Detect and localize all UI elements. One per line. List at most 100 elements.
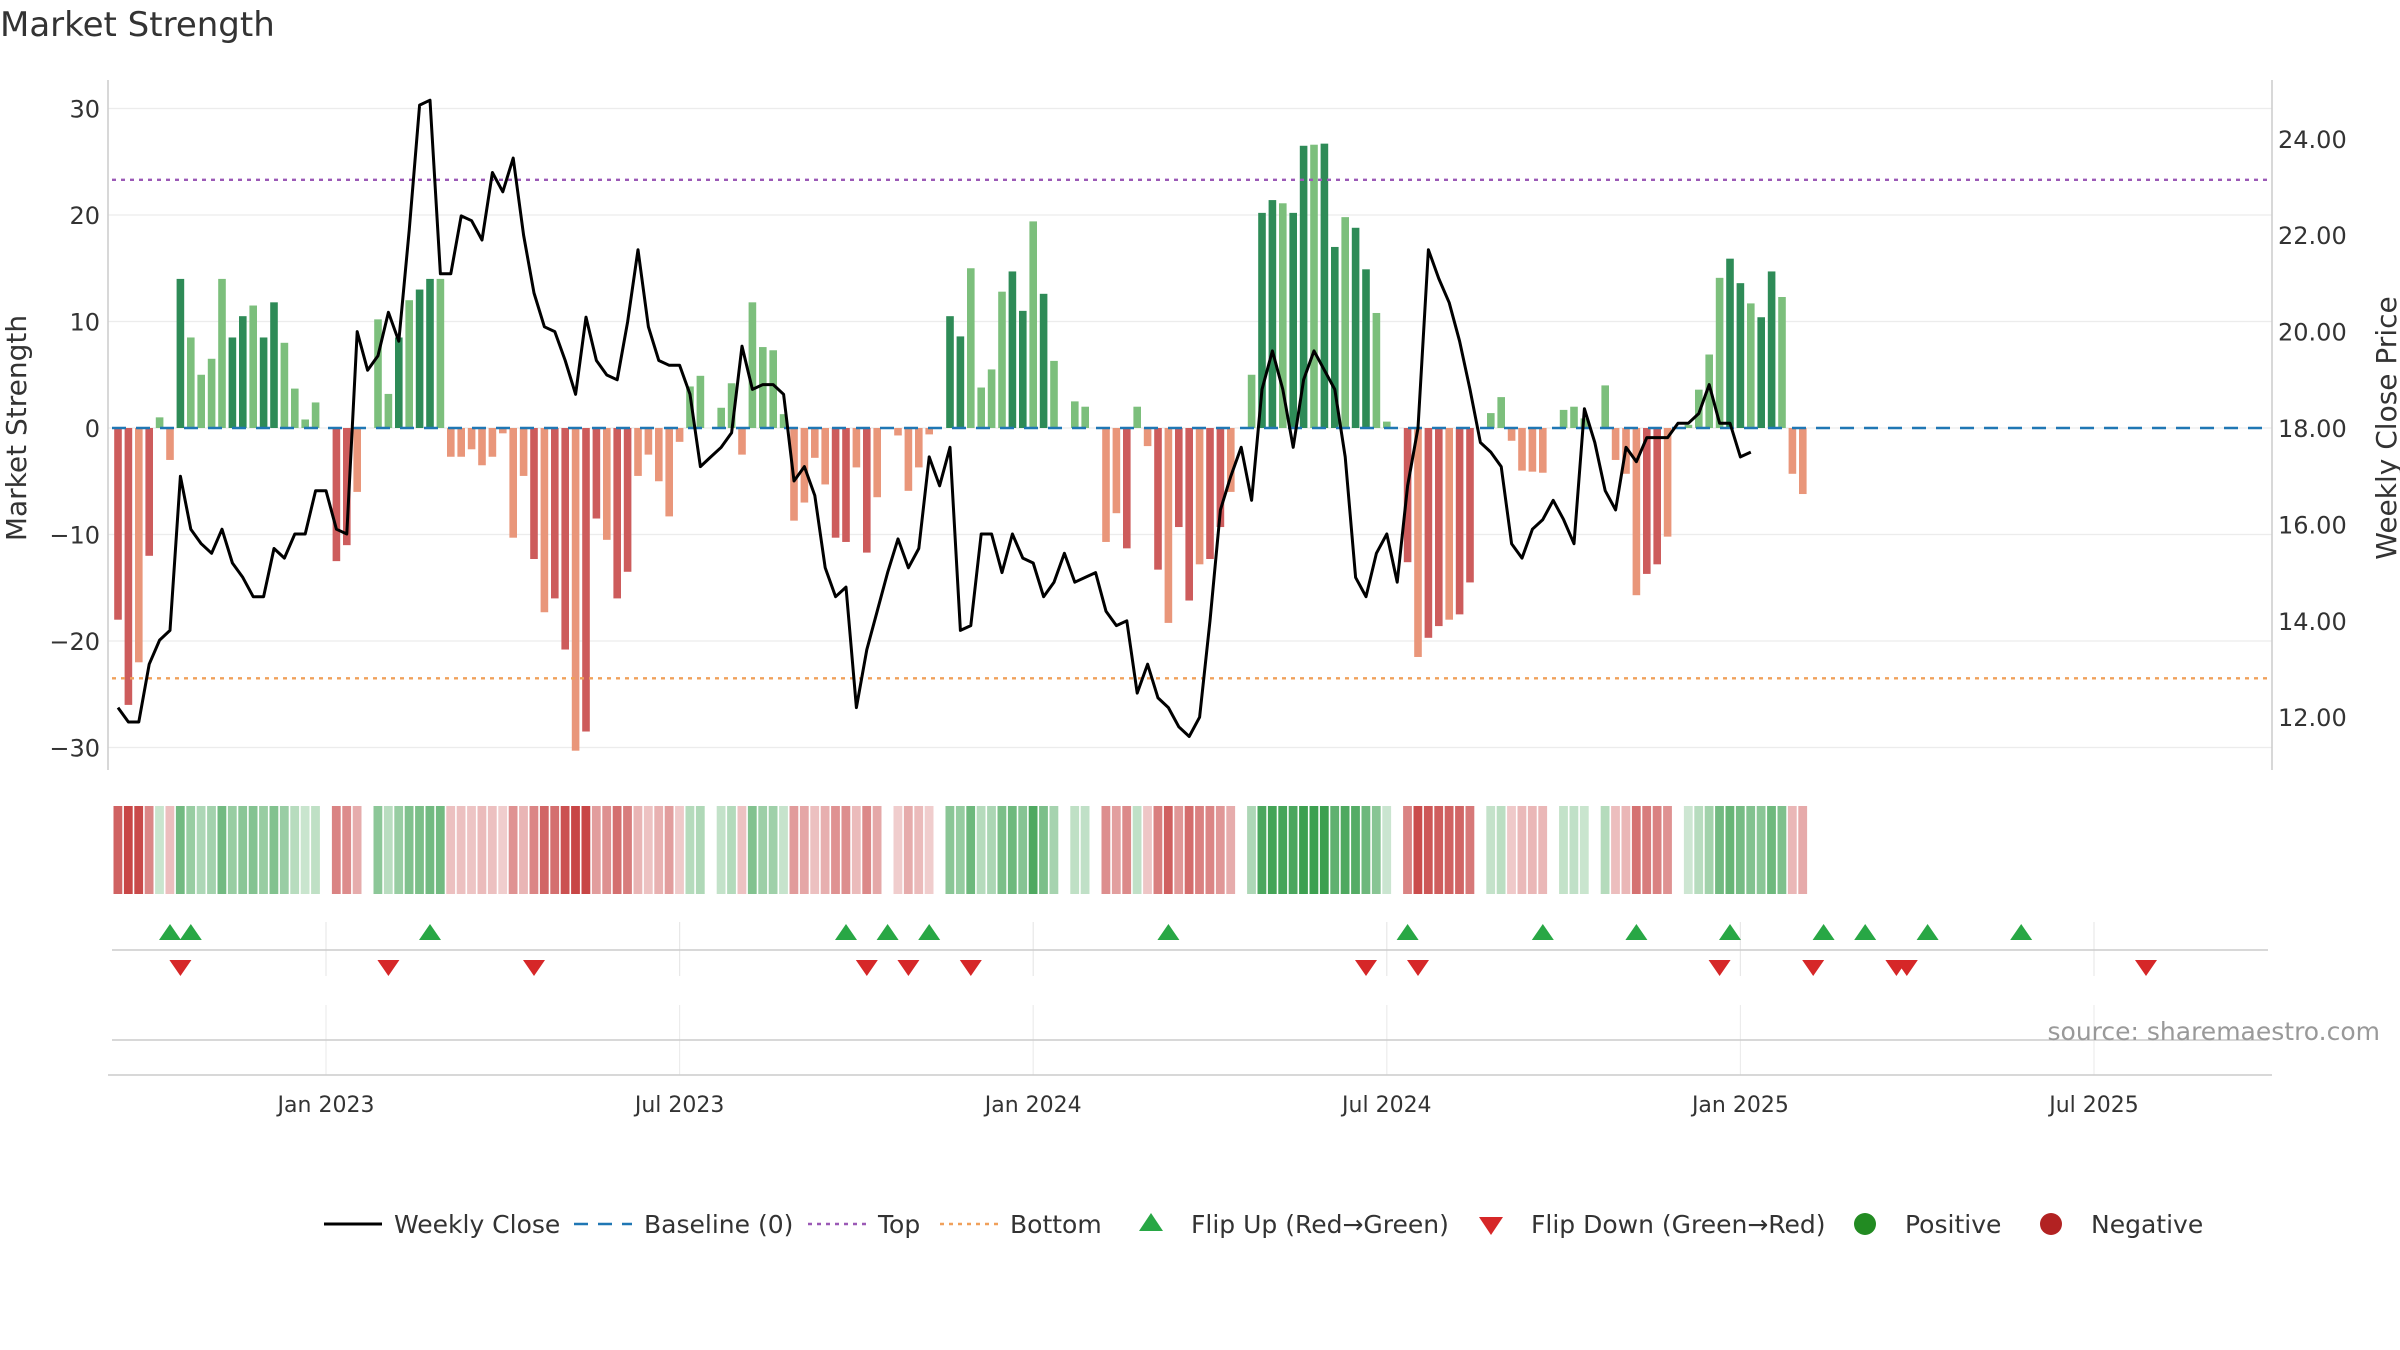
strength-bar bbox=[218, 278, 226, 428]
strength-bar bbox=[395, 337, 403, 428]
flip-down-marker bbox=[1708, 960, 1731, 976]
strip-cell bbox=[1278, 806, 1288, 894]
date-axis-panel: Jan 2023 Jul 2023 Jan 2024 Jul 2024 Jan 2025… bbox=[108, 1005, 2272, 1118]
strip-cell bbox=[186, 806, 196, 894]
strength-bar bbox=[655, 428, 663, 482]
strip-cell bbox=[1715, 806, 1724, 894]
strength-bar bbox=[280, 342, 289, 428]
strip-cell bbox=[529, 806, 539, 894]
x-tick-label: Jul 2024 bbox=[1340, 1093, 1432, 1118]
strength-bar bbox=[1466, 428, 1474, 583]
strip-cell bbox=[519, 806, 528, 894]
strength-bar bbox=[426, 278, 434, 428]
flip-up-marker bbox=[1625, 924, 1648, 940]
strip-cell bbox=[716, 806, 726, 894]
strength-bar bbox=[405, 300, 413, 428]
strip-cell bbox=[664, 806, 674, 894]
left-tick-label: 10 bbox=[69, 309, 100, 337]
strip-cell bbox=[893, 806, 903, 894]
strength-bar bbox=[904, 428, 913, 491]
strip-cell bbox=[872, 806, 882, 894]
strength-bar bbox=[1071, 401, 1079, 428]
flip-up-marker bbox=[835, 924, 857, 940]
flip-up-marker bbox=[2010, 924, 2033, 940]
legend-label: Bottom bbox=[1010, 1210, 1102, 1239]
strength-bar bbox=[509, 428, 517, 538]
strength-bar bbox=[1570, 406, 1578, 428]
strength-bar bbox=[1039, 293, 1048, 428]
flip-down-marker bbox=[169, 960, 192, 976]
strip-cell bbox=[1195, 806, 1204, 894]
right-tick-label: 20.00 bbox=[2278, 319, 2347, 347]
flip-up-marker bbox=[1396, 924, 1419, 940]
strength-bar bbox=[1133, 406, 1141, 428]
strip-cell bbox=[1735, 806, 1745, 894]
strip-cell bbox=[217, 806, 227, 894]
legend-label: Top bbox=[877, 1210, 920, 1239]
strength-bar bbox=[696, 375, 705, 428]
strip-cell bbox=[1330, 806, 1340, 894]
flip-down-marker bbox=[2135, 960, 2157, 976]
strip-cell bbox=[1382, 806, 1392, 894]
strip-cell bbox=[123, 806, 133, 894]
strip-cell bbox=[1111, 806, 1121, 894]
strength-bar bbox=[270, 302, 278, 428]
legend-label: Weekly Close bbox=[394, 1210, 560, 1239]
strength-bar bbox=[249, 305, 257, 428]
strip-cell bbox=[435, 806, 445, 894]
strip-cell bbox=[1434, 806, 1444, 894]
strength-bar bbox=[1268, 200, 1277, 428]
strength-bar bbox=[291, 388, 299, 428]
strip-cell bbox=[643, 806, 653, 894]
strip-cell bbox=[602, 806, 612, 894]
source-label: source: sharemaestro.com bbox=[2048, 1017, 2381, 1046]
flip-down-marker bbox=[1895, 960, 1918, 976]
strip-cell bbox=[269, 806, 279, 894]
strength-bar bbox=[540, 428, 549, 613]
strength-bar bbox=[1050, 360, 1058, 428]
flip-up-marker bbox=[179, 924, 202, 940]
strip-cell bbox=[207, 806, 216, 894]
strip-cell bbox=[1476, 806, 1485, 894]
strength-bar bbox=[623, 428, 632, 572]
strength-bar bbox=[551, 428, 559, 599]
strength-bar bbox=[665, 428, 673, 517]
strip-cell bbox=[883, 806, 892, 894]
strength-bar bbox=[925, 428, 933, 435]
left-tick-label: −20 bbox=[49, 628, 100, 656]
strength-bar bbox=[415, 289, 424, 428]
strip-cell bbox=[425, 806, 435, 894]
strip-cell bbox=[758, 806, 768, 894]
left-tick-label: 30 bbox=[69, 96, 100, 124]
right-tick-labels: 24.00 22.00 20.00 18.00 16.00 14.00 12.00 bbox=[2278, 126, 2347, 732]
strength-bar bbox=[1341, 217, 1349, 428]
strip-cell bbox=[1247, 806, 1256, 894]
strip-cell bbox=[1361, 806, 1371, 894]
strip-cell bbox=[487, 806, 497, 894]
strip-cell bbox=[1683, 806, 1693, 894]
strip-cell bbox=[1237, 806, 1246, 894]
strength-bar bbox=[1767, 271, 1776, 428]
strength-bar bbox=[457, 428, 465, 457]
strength-bar bbox=[1487, 413, 1495, 428]
left-tick-label: 20 bbox=[69, 202, 100, 230]
strip-cell bbox=[831, 806, 840, 894]
strength-bar bbox=[1632, 428, 1641, 596]
strip-cell bbox=[779, 806, 788, 894]
strength-bar bbox=[946, 316, 954, 428]
strength-bar bbox=[1143, 428, 1152, 447]
flip-down-marker bbox=[959, 960, 982, 976]
legend-label: Flip Down (Green→Red) bbox=[1531, 1210, 1826, 1239]
strength-bar bbox=[1164, 428, 1173, 623]
strip-cell bbox=[331, 806, 341, 894]
strip-cell bbox=[727, 806, 736, 894]
strip-cell bbox=[633, 806, 643, 894]
strip-cell bbox=[259, 806, 268, 894]
strength-bar bbox=[1310, 144, 1318, 428]
strip-cell bbox=[1060, 806, 1069, 894]
strength-bar bbox=[135, 428, 143, 663]
strip-cell bbox=[498, 806, 508, 894]
strip-cell bbox=[1496, 806, 1506, 894]
strip-cell bbox=[997, 806, 1007, 894]
strength-bar bbox=[1112, 428, 1121, 514]
